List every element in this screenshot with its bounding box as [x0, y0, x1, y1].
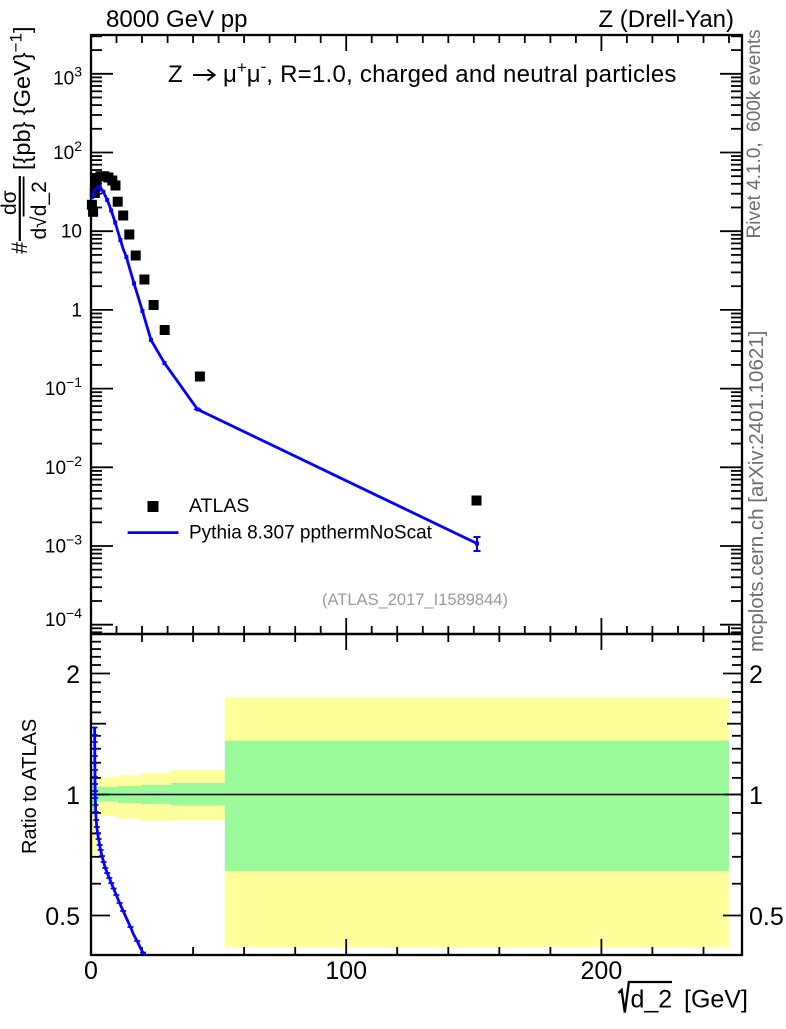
svg-text:0: 0 [84, 957, 98, 985]
svg-text:100: 100 [325, 957, 367, 985]
svg-text:1: 1 [749, 782, 763, 810]
svg-text:Z (Drell-Yan): Z (Drell-Yan) [598, 6, 734, 33]
svg-text:d_2: d_2 [631, 986, 673, 1014]
svg-text:Z: Z [168, 61, 183, 88]
svg-text:0.5: 0.5 [749, 903, 784, 931]
svg-text:Ratio to ATLAS: Ratio to ATLAS [19, 719, 41, 854]
svg-text:1: 1 [71, 300, 82, 321]
svg-text:d√d_2: d√d_2 [28, 181, 51, 239]
svg-text:0.5: 0.5 [45, 903, 80, 931]
svg-text:200: 200 [581, 957, 623, 985]
svg-text:Pythia 8.307 ppthermNoScat: Pythia 8.307 ppthermNoScat [189, 523, 433, 544]
svg-text:10: 10 [61, 222, 82, 243]
svg-text:#: # [7, 241, 32, 254]
svg-text:μ+μ-, R=1.0, charged and neutr: μ+μ-, R=1.0, charged and neutral particl… [223, 57, 677, 88]
svg-text:8000 GeV pp: 8000 GeV pp [106, 6, 247, 33]
svg-text:2: 2 [749, 661, 763, 689]
svg-text:[GeV]: [GeV] [684, 986, 748, 1014]
svg-text:10−1: 10−1 [45, 374, 82, 400]
svg-text:103: 103 [53, 63, 82, 89]
svg-text:dσ: dσ [0, 190, 21, 215]
svg-text:ATLAS: ATLAS [189, 495, 249, 517]
svg-text:2: 2 [66, 661, 80, 689]
svg-text:mcplots.cern.ch [arXiv:2401.10: mcplots.cern.ch [arXiv:2401.10621] [745, 331, 768, 652]
svg-text:Rivet 4.1.0, 600k events: Rivet 4.1.0, 600k events [744, 29, 765, 238]
svg-text:(ATLAS_2017_I1589844): (ATLAS_2017_I1589844) [322, 591, 508, 609]
svg-text:1: 1 [66, 782, 80, 810]
